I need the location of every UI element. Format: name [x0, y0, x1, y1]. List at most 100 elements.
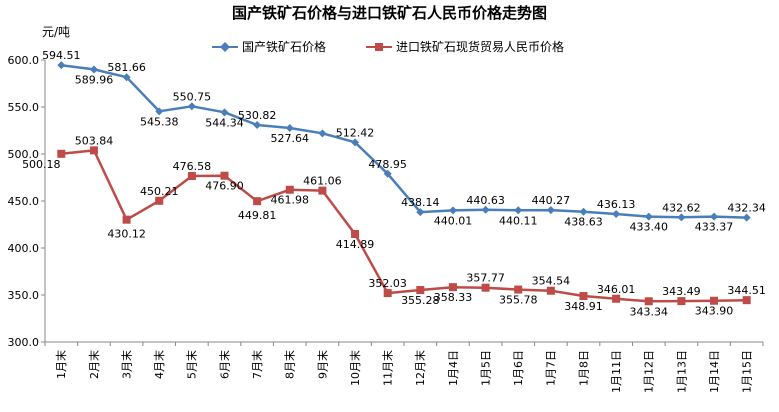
data-label: 545.38: [140, 115, 179, 128]
x-tick-label: 1月5日: [479, 350, 492, 386]
legend-marker-import: [375, 43, 383, 51]
data-label: 544.34: [205, 116, 244, 129]
x-tick-label: 8月末: [283, 350, 297, 379]
data-label: 594.51: [42, 49, 81, 62]
data-point-import: [155, 196, 164, 205]
y-tick-label: 400.0: [8, 242, 40, 255]
data-point-domestic: [253, 121, 262, 130]
data-point-import: [383, 289, 392, 298]
data-point-import: [546, 286, 555, 295]
data-label: 343.49: [662, 285, 701, 298]
x-tick-label: 6月末: [217, 350, 231, 379]
data-label: 440.63: [466, 194, 505, 207]
data-label: 476.90: [205, 180, 244, 193]
y-tick-label: 350.0: [8, 289, 40, 302]
data-point-import: [416, 286, 425, 295]
data-point-domestic: [710, 212, 719, 221]
x-tick-label: 1月15日: [741, 350, 754, 393]
x-tick-label: 1月6日: [512, 350, 525, 386]
data-point-import: [89, 146, 98, 155]
x-tick-label: 9月末: [315, 350, 329, 379]
data-point-domestic: [448, 206, 457, 215]
data-label: 438.14: [401, 196, 440, 209]
data-point-import: [514, 285, 523, 294]
x-tick-label: 1月4日: [447, 350, 460, 386]
legend-item-import: 进口铁矿石现货贸易人民币价格: [366, 39, 564, 54]
data-point-import: [285, 185, 294, 194]
data-point-domestic: [351, 138, 360, 147]
data-point-domestic: [383, 169, 392, 178]
data-point-domestic: [612, 210, 621, 219]
data-point-import: [644, 297, 653, 306]
series-line-1: [61, 149, 747, 303]
data-point-domestic: [481, 205, 490, 214]
data-label: 478.95: [368, 158, 407, 171]
x-tick-label: 1月末: [54, 350, 68, 379]
data-label: 355.28: [401, 294, 440, 307]
legend: 国产铁矿石价格 进口铁矿石现货贸易人民币价格: [212, 39, 564, 54]
data-point-domestic: [285, 124, 294, 133]
data-label: 450.21: [140, 185, 179, 198]
data-point-domestic: [514, 206, 523, 215]
x-tick-label: 10月末: [348, 350, 362, 386]
data-point-import: [481, 283, 490, 292]
data-point-domestic: [742, 213, 751, 222]
data-label: 503.84: [75, 134, 114, 147]
data-label: 433.37: [695, 221, 734, 234]
data-label: 354.54: [532, 275, 571, 288]
y-tick-label: 300.0: [8, 336, 40, 349]
x-tick-label: 5月末: [185, 350, 199, 379]
data-point-import: [187, 172, 196, 181]
x-tick-label: 12月末: [413, 350, 427, 386]
series-layer: [57, 61, 751, 306]
data-point-import: [448, 283, 457, 292]
x-tick-label: 11月末: [381, 350, 395, 386]
x-tick-label: 7月末: [250, 350, 264, 379]
data-point-import: [122, 215, 131, 224]
x-tick-label: 2月末: [87, 350, 101, 379]
data-label: 440.27: [532, 194, 571, 207]
data-point-domestic: [677, 213, 686, 222]
axes: 300.0 350.0 400.0 450.0 500.0 550.0 600.0 1月末 2月…: [8, 54, 764, 393]
x-tick-label: 1月8日: [577, 350, 590, 386]
data-label: 438.63: [564, 216, 603, 229]
data-label: 352.03: [368, 277, 407, 290]
data-point-domestic: [187, 102, 196, 111]
x-tick-label: 1月7日: [545, 350, 558, 386]
data-point-import: [351, 230, 360, 239]
y-tick-label: 550.0: [8, 101, 40, 114]
data-point-domestic: [416, 208, 425, 217]
data-point-import: [253, 197, 262, 206]
data-point-domestic: [644, 212, 653, 221]
x-tick-label: 4月末: [152, 350, 166, 379]
y-tick-label: 600.0: [8, 54, 40, 67]
data-label: 343.34: [630, 305, 669, 318]
data-point-domestic: [57, 61, 66, 70]
data-label: 358.33: [434, 291, 473, 304]
data-label: 436.13: [597, 198, 636, 211]
data-label: 433.40: [630, 221, 669, 234]
data-label: 581.66: [107, 61, 146, 74]
data-label: 512.42: [336, 126, 375, 139]
data-label: 432.34: [727, 202, 766, 215]
y-tick-label: 500.0: [8, 148, 40, 161]
data-label: 530.82: [238, 109, 277, 122]
data-label: 440.01: [434, 214, 473, 227]
data-label: 461.06: [303, 175, 342, 188]
x-tick-label: 1月14日: [708, 350, 721, 393]
data-label: 500.18: [22, 158, 61, 171]
data-label: 414.89: [336, 238, 375, 251]
legend-marker-domestic: [220, 42, 230, 52]
data-label: 343.90: [695, 305, 734, 318]
y-tick-label: 450.0: [8, 195, 40, 208]
data-point-import: [710, 296, 719, 305]
data-point-domestic: [318, 129, 327, 138]
data-label: 550.75: [173, 90, 212, 103]
data-point-import: [742, 296, 751, 305]
data-point-domestic: [579, 207, 588, 216]
data-label: 527.64: [271, 132, 310, 145]
data-label: 344.51: [727, 284, 766, 297]
data-point-domestic: [122, 73, 131, 82]
data-label: 432.62: [662, 201, 701, 214]
